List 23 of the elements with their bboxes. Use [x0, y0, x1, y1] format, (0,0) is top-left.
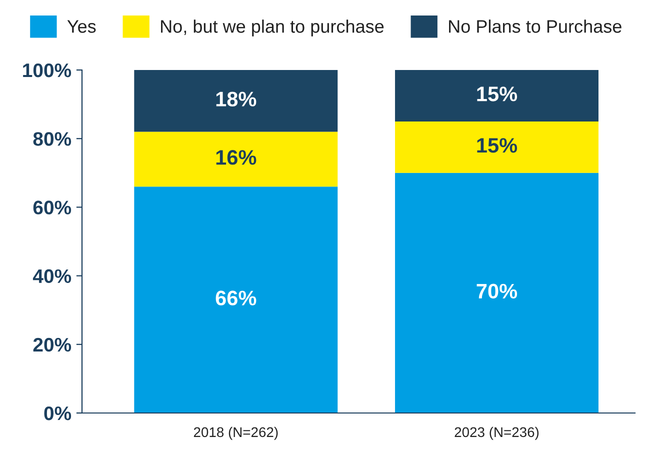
bar [395, 70, 598, 122]
bar [134, 132, 338, 187]
bar [134, 186, 338, 413]
legend-label: Yes [67, 20, 96, 33]
x-tick-label: 2018 (N=262) [194, 426, 278, 440]
data-label: 18% [216, 92, 256, 106]
bar [395, 121, 598, 173]
data-label: 70% [476, 284, 518, 299]
y-tick-label: 0% [44, 406, 72, 420]
x-tick-label: 2023 (N=236) [454, 426, 539, 440]
legend-label: No, but we plan to purchase [161, 20, 384, 36]
data-label: 66% [216, 290, 256, 306]
y-tick-label: 100% [23, 63, 72, 78]
data-label: 16% [216, 150, 256, 165]
y-tick-label: 40% [32, 269, 72, 284]
data-label: 15% [477, 86, 518, 102]
y-tick-label: 20% [33, 338, 72, 352]
data-label: 15% [477, 138, 518, 153]
legend-label: No Plans to Purchase [449, 20, 622, 33]
y-tick-label: 80% [33, 132, 72, 146]
bar [134, 70, 338, 132]
bar [395, 172, 598, 413]
y-tick-label: 60% [33, 200, 72, 214]
